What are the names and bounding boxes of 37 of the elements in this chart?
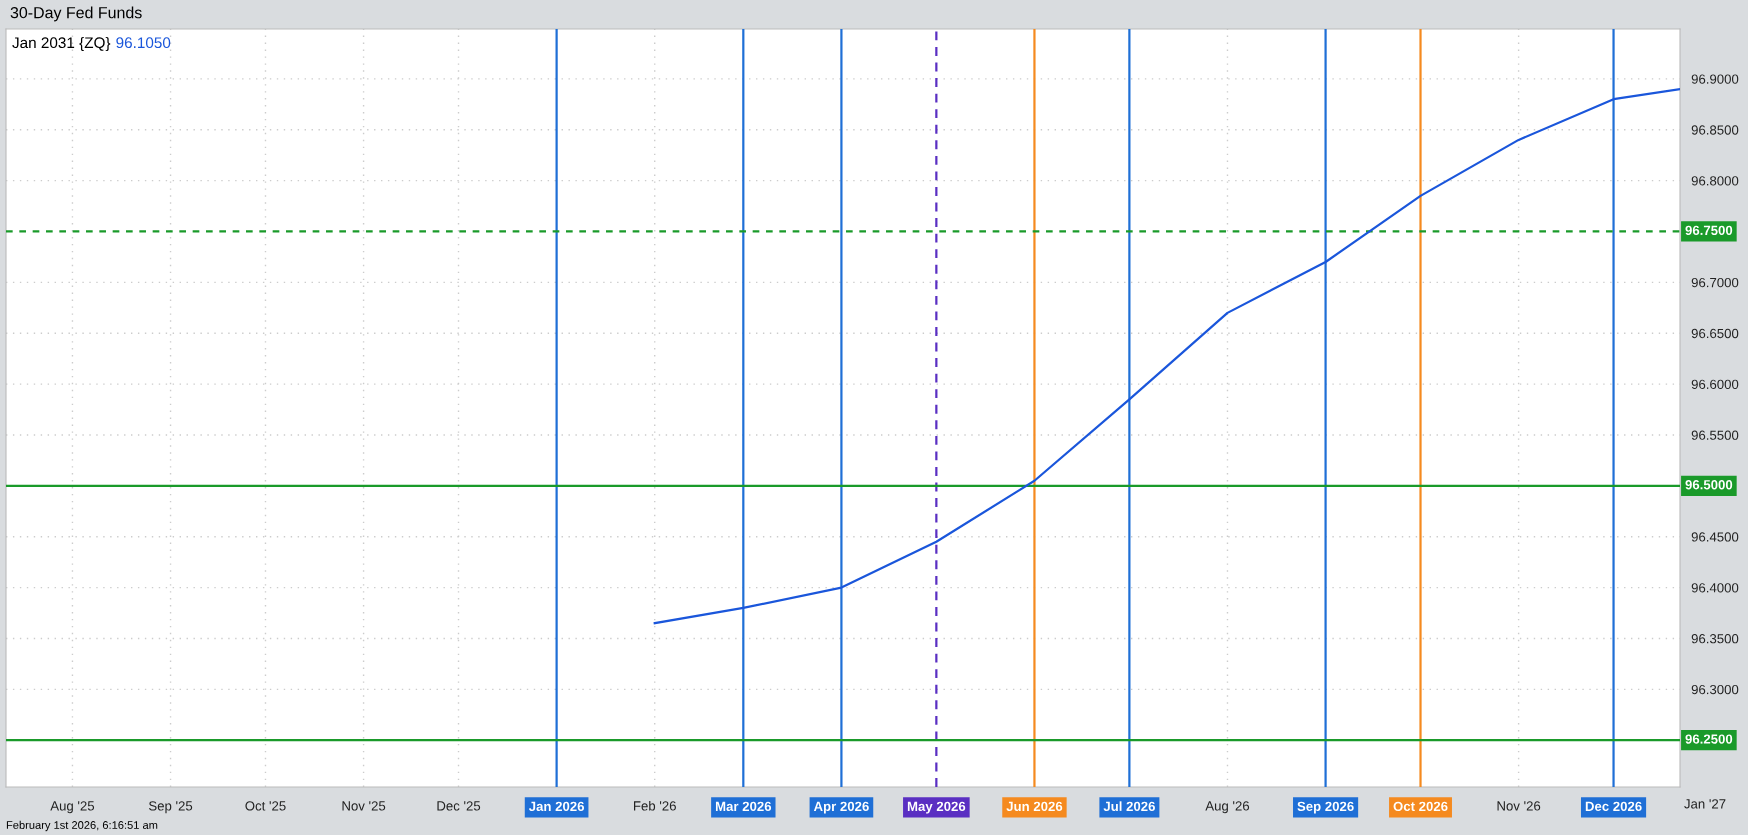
line-series (653, 87, 1680, 625)
x-tick-label: Feb '26 (634, 800, 676, 811)
y-tick-label: 96.8000 (1691, 176, 1739, 186)
chart-title: 30-Day Fed Funds (10, 6, 142, 22)
ref-line-label: Oct 2026 (1393, 801, 1448, 812)
ref-line-label: Jan 2026 (528, 801, 585, 812)
y-tick-label: 96.9000 (1691, 74, 1739, 84)
y-tick-label: 96.4500 (1691, 532, 1739, 542)
ref-line-label: May 2026 (907, 801, 966, 814)
text: Jan '27 (1684, 799, 1726, 809)
ref-line-label: Mar 2026 (715, 801, 772, 812)
y-tick-label: 96.6500 (1691, 328, 1739, 339)
y-tick-label: 96.7000 (1691, 277, 1739, 288)
x-tick-label: Sep '25 (148, 801, 193, 814)
x-tick-label: Aug '26 (1205, 801, 1250, 814)
y-tick-label: 96.6000 (1691, 379, 1739, 389)
ref-line-label: 96.7500 (1685, 225, 1733, 236)
y-tick-label: 96.3500 (1691, 634, 1739, 644)
x-tick-label: Nov '26 (1497, 801, 1541, 811)
chart-subtitle: Jan 2031 {ZQ} (12, 36, 111, 52)
y-tick-label: 96.5500 (1691, 430, 1739, 440)
ref-line-label: Jun 2026 (1006, 801, 1063, 812)
ref-line-label: 96.5000 (1685, 480, 1733, 490)
x-tick-label: Oct '25 (245, 801, 286, 811)
y-tick-label: 96.4000 (1691, 583, 1739, 593)
ref-line-label: 96.2500 (1685, 734, 1733, 744)
x-tick-label: Nov '25 (342, 801, 386, 811)
y-tick-label: 96.8500 (1691, 125, 1739, 135)
annotation: 96.1050 (116, 37, 171, 49)
ref-line-label: Apr 2026 (813, 801, 869, 814)
x-tick-label: Dec '25 (437, 801, 481, 811)
ref-line-label: Dec 2026 (1585, 801, 1642, 812)
y-tick-label: 96.3000 (1691, 684, 1739, 695)
ref-line-label: Jul 2026 (1103, 801, 1155, 812)
x-tick-label: Aug '25 (50, 801, 95, 814)
ref-line-label: Sep 2026 (1297, 801, 1354, 814)
text: February 1st 2026, 6:16:51 am (6, 820, 158, 832)
